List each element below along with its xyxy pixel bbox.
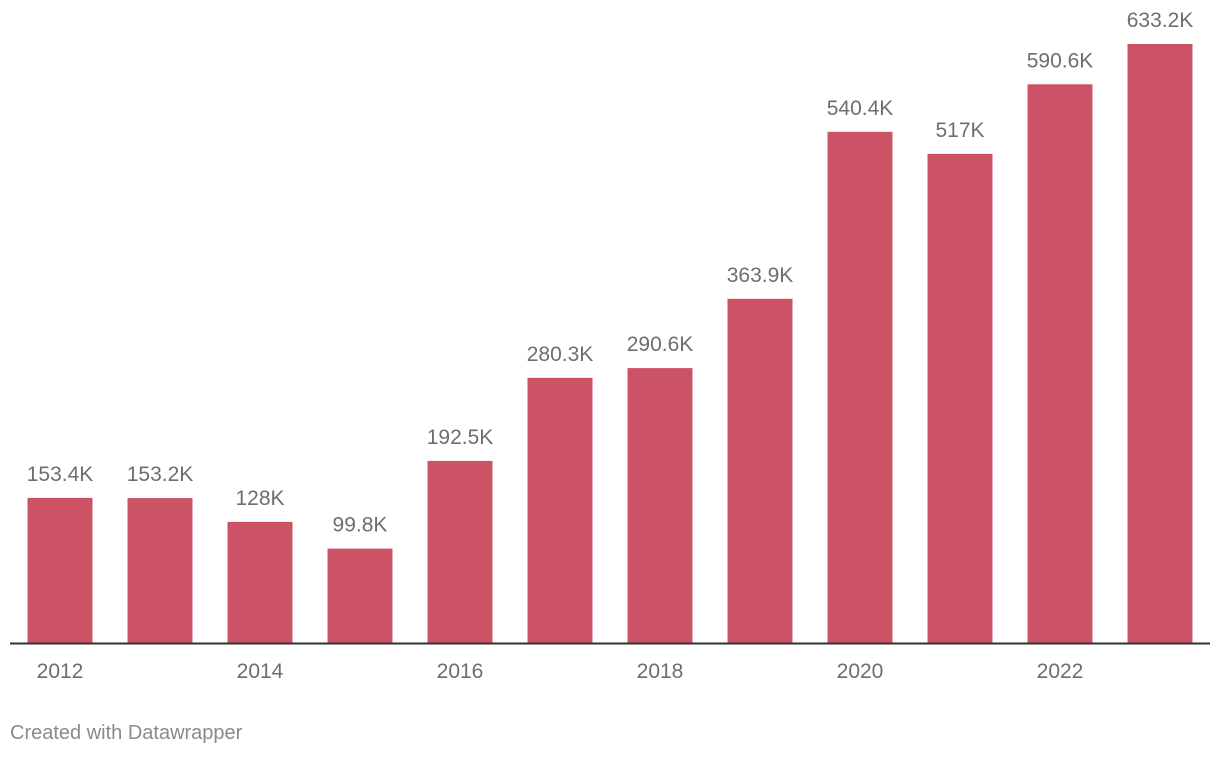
value-label-2014: 128K bbox=[235, 487, 284, 510]
bar-2022 bbox=[1027, 84, 1093, 644]
bar-2023 bbox=[1127, 44, 1193, 643]
bar-2021 bbox=[927, 153, 993, 643]
value-label-2013: 153.2K bbox=[127, 463, 194, 486]
value-label-2020: 540.4K bbox=[827, 97, 894, 120]
value-label-2012: 153.4K bbox=[27, 463, 94, 486]
bar-2017 bbox=[527, 377, 593, 643]
value-label-2016: 192.5K bbox=[427, 426, 494, 449]
value-label-2021: 517K bbox=[935, 119, 984, 142]
x-tick-labels-group: 2012 2014 2016 2018 2020 2022 bbox=[37, 660, 1084, 683]
x-tick-label-2012: 2012 bbox=[37, 660, 84, 683]
bar-2015 bbox=[327, 548, 393, 643]
value-label-2017: 280.3K bbox=[527, 343, 594, 366]
value-label-2022: 590.6K bbox=[1027, 49, 1094, 72]
bar-2018 bbox=[627, 368, 693, 643]
bar-2013 bbox=[127, 498, 193, 643]
x-tick-label-2020: 2020 bbox=[837, 660, 884, 683]
bar-2012 bbox=[27, 497, 93, 643]
x-tick-label-2022: 2022 bbox=[1037, 660, 1084, 683]
x-tick-label-2016: 2016 bbox=[437, 660, 484, 683]
datawrapper-credit[interactable]: Created with Datawrapper bbox=[10, 722, 243, 744]
value-label-2019: 363.9K bbox=[727, 264, 794, 287]
x-tick-label-2018: 2018 bbox=[637, 660, 684, 683]
value-label-2023: 633.2K bbox=[1127, 9, 1194, 32]
value-label-2015: 99.8K bbox=[333, 514, 388, 537]
bar-2014 bbox=[227, 521, 293, 643]
value-label-2018: 290.6K bbox=[627, 333, 694, 356]
bar-chart: 153.4K 153.2K 128K 99.8K 192.5K 280.3K 290.6K 3… bbox=[10, 9, 1210, 683]
bars-group bbox=[27, 44, 1193, 644]
bar-2016 bbox=[427, 460, 493, 643]
bar-2020 bbox=[827, 131, 893, 644]
value-labels-group: 153.4K 153.2K 128K 99.8K 192.5K 280.3K 290.6K 3… bbox=[27, 9, 1194, 537]
x-tick-label-2014: 2014 bbox=[237, 660, 284, 683]
bar-2019 bbox=[727, 298, 793, 643]
